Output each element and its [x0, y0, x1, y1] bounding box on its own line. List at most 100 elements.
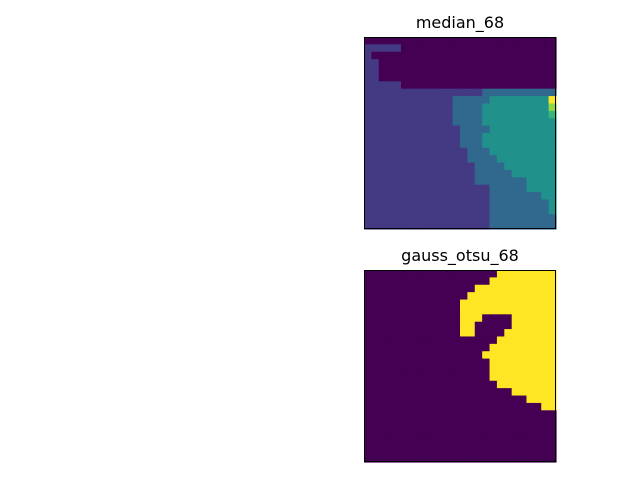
gauss-otsu-68-cell [430, 380, 439, 389]
median-68-cell [548, 214, 557, 223]
median-68-cell [519, 118, 528, 127]
median-68-cell [526, 133, 535, 141]
median-68-cell [386, 51, 395, 60]
gauss-otsu-68-cell [548, 351, 557, 360]
median-68-cell [378, 199, 387, 208]
median-68-cell [541, 169, 550, 178]
gauss-otsu-68-cell [548, 425, 557, 434]
gauss-otsu-68-cell [386, 366, 395, 374]
gauss-otsu-68-cell [452, 417, 461, 426]
median-68-cell [533, 59, 542, 68]
median-68-cell [482, 51, 491, 60]
median-68-cell [460, 147, 468, 156]
median-68-cell [482, 169, 491, 178]
median-68-cell [511, 51, 520, 60]
gauss-otsu-68-cell [548, 270, 557, 278]
median-68-cell [415, 51, 424, 60]
gauss-otsu-68-cell [482, 417, 491, 426]
median-68-cell [430, 88, 439, 97]
gauss-otsu-68-cell [533, 380, 542, 389]
median-68-cell [474, 125, 483, 134]
median-68-cell [526, 96, 535, 105]
gauss-otsu-68-cell [400, 277, 409, 286]
gauss-otsu-68-cell [519, 388, 528, 397]
median-68-cell [533, 192, 542, 201]
gauss-otsu-68-cell [400, 329, 409, 338]
median-68-cell [467, 44, 476, 53]
median-68-cell [371, 221, 380, 230]
median-68-cell [364, 51, 372, 60]
median-68-cell [460, 140, 468, 149]
median-68-cell [393, 133, 402, 141]
median-68-cell [541, 73, 550, 82]
gauss-otsu-68-cell [496, 380, 505, 389]
gauss-otsu-68-cell [526, 292, 535, 301]
median-68-cell [452, 66, 461, 75]
gauss-otsu-68-cell [386, 292, 395, 301]
median-68-cell [511, 44, 520, 53]
gauss-otsu-68-cell [489, 425, 498, 434]
median-68-cell [548, 140, 557, 149]
median-68-cell [445, 66, 454, 75]
median-68-cell [467, 81, 476, 90]
median-68-cell [445, 199, 454, 208]
gauss-otsu-68-cell [445, 321, 454, 330]
median-68-cell [445, 169, 454, 178]
gauss-otsu-68-cell [504, 454, 513, 463]
median-68-cell [496, 81, 505, 90]
gauss-otsu-68-cell [400, 351, 409, 360]
gauss-otsu-68-cell [482, 314, 491, 323]
gauss-otsu-68-cell [482, 358, 491, 367]
median-68-cell [386, 59, 395, 68]
gauss-otsu-68-cell [474, 358, 483, 367]
median-68-cell [452, 199, 461, 208]
median-68-cell [408, 88, 417, 97]
median-68-cell [526, 177, 535, 186]
gauss-otsu-68-cell [364, 321, 372, 330]
gauss-otsu-68-cell [496, 343, 505, 352]
gauss-otsu-68-cell [423, 432, 432, 441]
median-68-cell [408, 140, 417, 149]
median-68-cell [445, 118, 454, 127]
median-68-cell [482, 192, 491, 201]
gauss-otsu-68-cell [408, 417, 417, 426]
median-68-cell [504, 140, 513, 149]
median-68-cell [423, 44, 432, 53]
median-68-cell [533, 37, 542, 45]
gauss-otsu-68-cell [408, 358, 417, 367]
gauss-otsu-68-cell [511, 277, 520, 286]
gauss-otsu-68-cell [423, 366, 432, 374]
gauss-otsu-68-cell [519, 432, 528, 441]
median-68-cell [474, 51, 483, 60]
gauss-otsu-68-cell [452, 336, 461, 345]
gauss-otsu-68-cell [423, 373, 432, 382]
gauss-otsu-68-cell [408, 270, 417, 278]
median-68-cell [526, 162, 535, 171]
gauss-otsu-68-cell [489, 343, 498, 352]
median-68-cell [548, 103, 557, 112]
median-68-cell [437, 199, 446, 208]
median-68-cell [482, 59, 491, 68]
gauss-otsu-68-cell [482, 373, 491, 382]
gauss-otsu-68-cell [460, 388, 468, 397]
median-68-cell [445, 140, 454, 149]
gauss-otsu-68-cell [430, 277, 439, 286]
gauss-otsu-68-cell [371, 366, 380, 374]
median-68-cell [445, 177, 454, 186]
gauss-otsu-68-cell [445, 380, 454, 389]
gauss-otsu-68-cell [519, 343, 528, 352]
median-68-cell [400, 206, 409, 215]
median-68-cell [408, 147, 417, 156]
gauss-otsu-68-cell [430, 292, 439, 301]
median-68-cell [408, 184, 417, 193]
median-68-cell [526, 73, 535, 82]
gauss-otsu-68-cell [437, 395, 446, 404]
gauss-otsu-68-cell [548, 321, 557, 330]
gauss-otsu-68-cell [496, 284, 505, 293]
gauss-otsu-68-cell [437, 432, 446, 441]
median-68-cell [467, 73, 476, 82]
gauss-otsu-68-cell [541, 447, 550, 456]
median-68-cell [415, 184, 424, 193]
median-68-cell [445, 51, 454, 60]
median-68-cell [393, 81, 402, 90]
